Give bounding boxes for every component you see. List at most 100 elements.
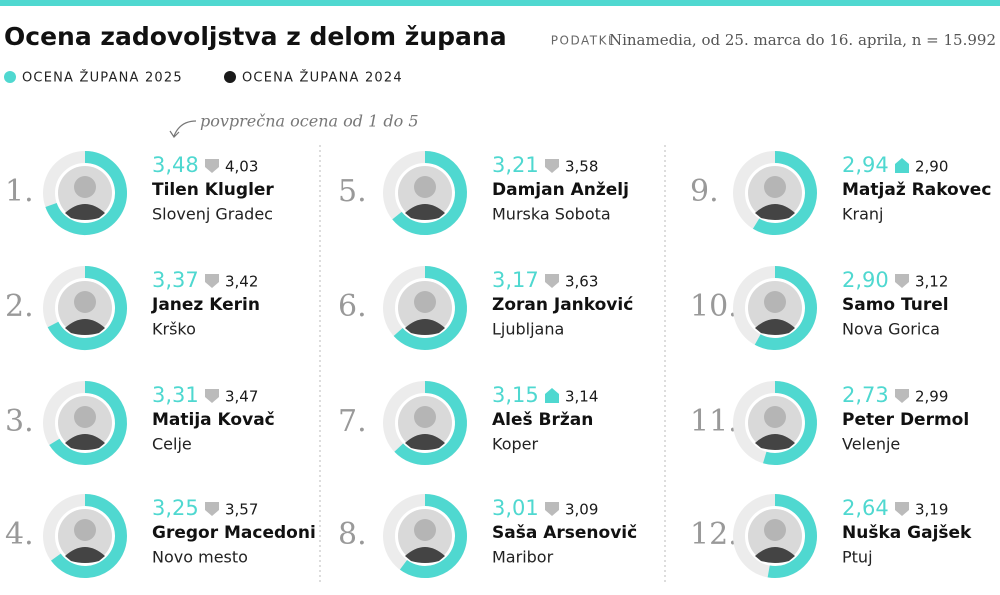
- place: Celje: [152, 435, 192, 454]
- score-2024: 3,42: [225, 273, 258, 291]
- ring-arc: [394, 381, 467, 465]
- rank: 7.: [338, 404, 367, 439]
- ring-arc: [393, 266, 467, 350]
- photo-body: [405, 319, 445, 335]
- photo-head: [764, 291, 786, 313]
- chart-title: Ocena zadovoljstva z delom župana: [4, 22, 507, 51]
- name: Samo Turel: [842, 295, 949, 315]
- photo-head: [764, 519, 786, 541]
- name: Janez Kerin: [151, 295, 260, 315]
- place: Ljubljana: [492, 320, 564, 339]
- photo-body: [65, 204, 105, 220]
- rank: 10.: [690, 289, 738, 324]
- score-2025: 3,25: [152, 496, 199, 520]
- photo-head: [414, 291, 436, 313]
- rank: 2.: [5, 289, 34, 324]
- source-label: PODATKI: [551, 34, 613, 48]
- score-2024: 2,99: [915, 388, 948, 406]
- annotation: povprečna ocena od 1 do 5: [200, 112, 419, 131]
- trend-icon: [895, 502, 909, 516]
- photo-body: [405, 204, 445, 220]
- score-2025: 3,31: [152, 383, 199, 407]
- trend-icon: [895, 274, 909, 288]
- ring-arc: [763, 381, 817, 465]
- score-2024: 2,90: [915, 158, 948, 176]
- photo-head: [764, 176, 786, 198]
- legend-swatch: [4, 71, 16, 83]
- rank: 3.: [5, 404, 34, 439]
- ring-arc: [392, 151, 467, 235]
- ring-arc: [752, 151, 817, 235]
- place: Kranj: [842, 205, 883, 224]
- rank: 1.: [5, 174, 34, 209]
- place: Ptuj: [842, 548, 873, 567]
- legend-label: OCENA ŽUPANA 2025: [22, 70, 183, 86]
- photo-head: [764, 406, 786, 428]
- score-2024: 4,03: [225, 158, 258, 176]
- name: Saša Arsenovič: [492, 523, 637, 543]
- name: Matjaž Rakovec: [842, 180, 991, 200]
- score-2024: 3,47: [225, 388, 258, 406]
- name: Nuška Gajšek: [842, 523, 972, 543]
- score-2025: 2,94: [842, 153, 889, 177]
- photo-body: [65, 319, 105, 335]
- trend-icon: [545, 159, 559, 173]
- source: Ninamedia, od 25. marca do 16. aprila, n…: [609, 31, 996, 49]
- score-2025: 2,73: [842, 383, 889, 407]
- score-2025: 2,90: [842, 268, 889, 292]
- score-2025: 3,48: [152, 153, 199, 177]
- photo-body: [755, 434, 795, 450]
- name: Peter Dermol: [842, 410, 969, 430]
- photo-head: [74, 291, 96, 313]
- legend-label: OCENA ŽUPANA 2024: [242, 70, 403, 86]
- score-2024: 3,19: [915, 501, 948, 519]
- annotation-arrow: [169, 120, 197, 138]
- photo-body: [755, 204, 795, 220]
- photo-head: [414, 176, 436, 198]
- score-2025: 3,37: [152, 268, 199, 292]
- name: Damjan Anželj: [492, 180, 629, 200]
- photo-head: [414, 519, 436, 541]
- rank: 11.: [690, 404, 738, 439]
- place: Koper: [492, 435, 538, 454]
- rank: 6.: [338, 289, 367, 324]
- photo-body: [755, 547, 795, 563]
- ring-arc: [51, 494, 127, 578]
- ring-arc: [767, 494, 817, 578]
- photo-body: [65, 434, 105, 450]
- photo-body: [405, 547, 445, 563]
- name: Zoran Janković: [492, 295, 633, 315]
- score-2024: 3,14: [565, 388, 598, 406]
- rank: 4.: [5, 517, 34, 552]
- rank: 8.: [338, 517, 367, 552]
- ring-arc: [47, 266, 127, 350]
- photo-head: [74, 519, 96, 541]
- top-bar: [0, 0, 1000, 6]
- score-2024: 3,09: [565, 501, 598, 519]
- ring-arc: [49, 381, 127, 465]
- photo-body: [405, 434, 445, 450]
- score-2025: 3,21: [492, 153, 539, 177]
- name: Aleš Bržan: [492, 410, 593, 430]
- trend-icon: [545, 502, 559, 516]
- score-2025: 2,64: [842, 496, 889, 520]
- rank: 5.: [338, 174, 367, 209]
- trend-icon: [895, 389, 909, 403]
- score-2025: 3,17: [492, 268, 539, 292]
- photo-head: [74, 406, 96, 428]
- trend-icon: [545, 388, 559, 403]
- photo-head: [414, 406, 436, 428]
- place: Slovenj Gradec: [152, 205, 273, 224]
- place: Nova Gorica: [842, 320, 940, 339]
- trend-icon: [205, 389, 219, 403]
- ring-arc: [754, 266, 817, 350]
- trend-icon: [895, 158, 909, 173]
- place: Krško: [152, 320, 196, 339]
- ring-arc: [399, 494, 467, 578]
- score-2024: 3,12: [915, 273, 948, 291]
- photo-body: [65, 547, 105, 563]
- name: Matija Kovač: [152, 410, 275, 430]
- trend-icon: [205, 502, 219, 516]
- score-2025: 3,15: [492, 383, 539, 407]
